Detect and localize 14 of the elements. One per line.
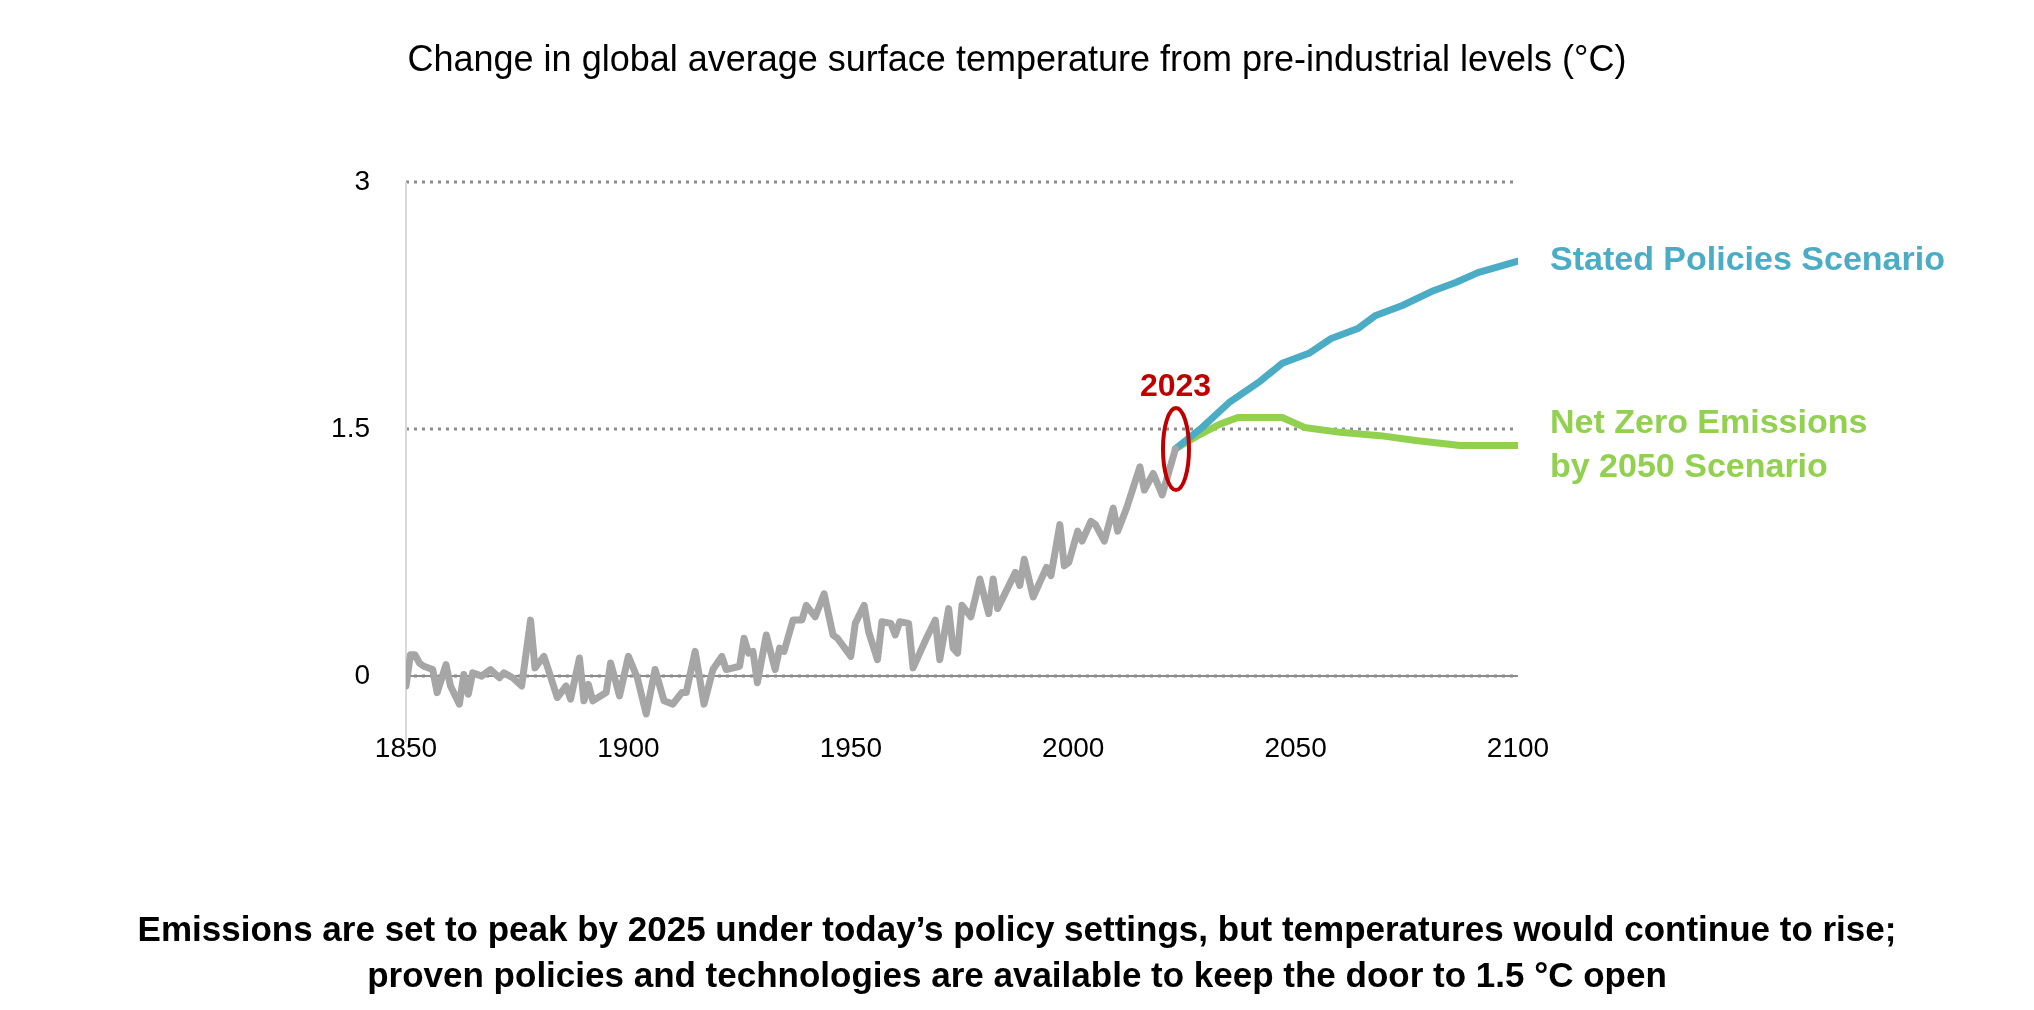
x-tick-label: 1900 [597, 731, 660, 763]
y-tick-label: 3 [354, 164, 370, 196]
x-tick-label: 1850 [374, 731, 438, 763]
y-tick-label: 0 [354, 658, 370, 690]
chart-title: Change in global average surface temperature from pre-industrial levels (°C) [407, 37, 1627, 79]
y-tick-label: 1.5 [331, 411, 370, 443]
series-label: Net Zero Emissions by 2050 Scenario [1550, 401, 1868, 484]
x-tick-label: 1950 [819, 731, 882, 763]
x-tick-label: 2050 [1264, 731, 1327, 763]
series-label: Stated Policies Scenario [1550, 239, 1945, 278]
x-tick-label: 2000 [1042, 731, 1105, 763]
text: Emissions are set to peak by 2025 under today’s policy settings, but temperatures would continue to rise; proven policies and technologies are available to keep the door to 1.5 °C open [137, 908, 1897, 994]
annotation: 2023 [1139, 366, 1212, 403]
x-tick-label: 2100 [1486, 731, 1550, 763]
